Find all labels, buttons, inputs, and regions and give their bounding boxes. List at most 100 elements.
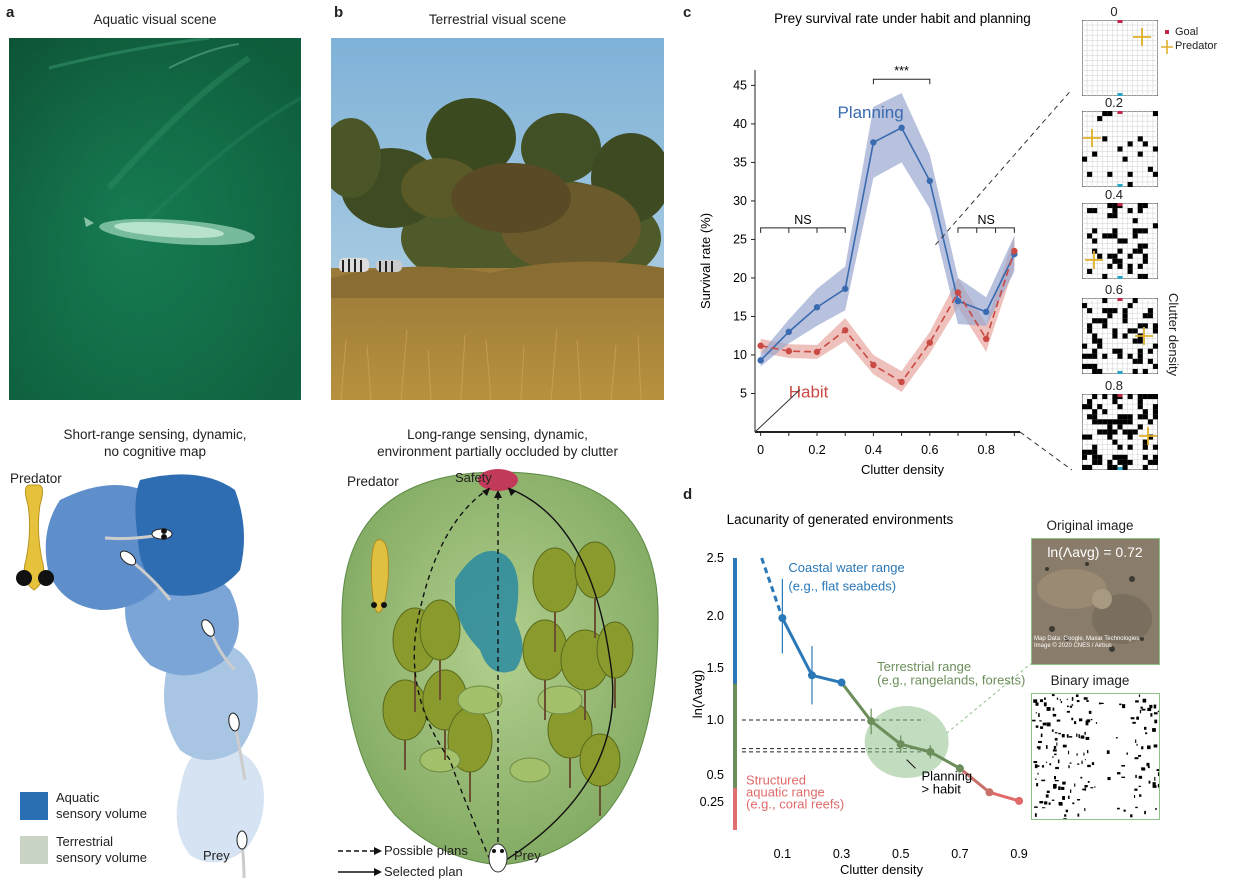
- x-tick-label: 0.6: [921, 443, 938, 457]
- possible-plans-label: Possible plans: [384, 843, 468, 858]
- lacunarity-segment: [842, 683, 872, 722]
- panel-a-caption: Short-range sensing, dynamic, no cogniti…: [9, 426, 301, 460]
- terrestrial-range-example: (e.g., rangelands, forests): [877, 673, 1025, 688]
- binary-speckle: [1147, 745, 1151, 749]
- clutter-cell: [1087, 414, 1092, 419]
- grid-density-label: 0: [1070, 4, 1158, 19]
- binary-speckle: [1067, 706, 1069, 707]
- clutter-cell: [1138, 152, 1143, 157]
- binary-speckle: [1149, 705, 1152, 708]
- clutter-cell: [1143, 141, 1148, 146]
- clutter-cell: [1133, 249, 1138, 254]
- binary-speckle: [1134, 795, 1135, 798]
- binary-speckle: [1137, 744, 1138, 746]
- binary-speckle: [1139, 776, 1142, 779]
- terrestrial-legend-swatch: [20, 836, 48, 864]
- clutter-cell: [1128, 445, 1133, 450]
- clutter-cell: [1143, 313, 1148, 318]
- connector-top: [935, 89, 1072, 245]
- binary-speckle: [1107, 777, 1110, 780]
- clutter-cell: [1092, 349, 1097, 354]
- binary-speckle: [1052, 800, 1055, 801]
- binary-speckle: [1052, 756, 1053, 758]
- binary-speckle: [1055, 738, 1058, 741]
- grid-legend-icons: [1160, 26, 1176, 56]
- original-image-value: ln(Λavg) = 0.72: [1036, 544, 1154, 560]
- original-image-credit: Map Data: Google, Maxar Technologies Ima…: [1034, 636, 1139, 650]
- binary-speckle: [1121, 765, 1125, 767]
- aquatic-legend-line2: sensory volume: [56, 806, 147, 822]
- aquatic-legend-text: Aquatic sensory volume: [56, 790, 147, 822]
- clutter-cell: [1107, 213, 1112, 218]
- binary-speckle: [1053, 785, 1056, 789]
- x-tick-label: 0.4: [865, 443, 882, 457]
- clutter-cell: [1102, 394, 1107, 399]
- point-planning: [842, 286, 848, 292]
- clutter-cell: [1138, 359, 1143, 364]
- clutter-cell: [1102, 429, 1107, 434]
- clutter-cell: [1143, 465, 1148, 470]
- clutter-cell: [1138, 354, 1143, 359]
- range-bar: [733, 788, 737, 830]
- binary-speckle: [1033, 699, 1037, 702]
- clutter-cell: [1092, 460, 1097, 465]
- clutter-cell: [1092, 354, 1097, 359]
- binary-speckle: [1135, 775, 1137, 778]
- clutter-cell: [1133, 359, 1138, 364]
- clutter-cell: [1087, 450, 1092, 455]
- binary-speckle: [1064, 814, 1066, 816]
- clutter-cell: [1097, 344, 1102, 349]
- clutter-cell: [1123, 465, 1128, 470]
- binary-speckle: [1135, 700, 1139, 702]
- clutter-cell: [1112, 465, 1117, 470]
- binary-speckle: [1096, 722, 1097, 724]
- binary-speckle: [1130, 814, 1132, 817]
- binary-speckle: [1091, 719, 1093, 720]
- clutter-cell: [1107, 419, 1112, 424]
- y-tick-label: 5: [740, 386, 747, 400]
- binary-speckle: [1067, 734, 1069, 738]
- binary-speckle: [1041, 734, 1043, 738]
- clutter-cell: [1117, 354, 1122, 359]
- panel-a-caption-line2: no cognitive map: [9, 443, 301, 460]
- binary-speckle: [1117, 808, 1120, 810]
- binary-speckle: [1056, 742, 1057, 745]
- dashed-extension: [762, 558, 783, 618]
- binary-speckle: [1038, 713, 1040, 717]
- binary-speckle: [1084, 808, 1085, 811]
- clutter-cell: [1153, 328, 1158, 333]
- goal-legend-label: Goal: [1175, 26, 1198, 38]
- binary-speckle: [1147, 708, 1151, 711]
- binary-speckle: [1080, 777, 1082, 779]
- goal-cell: [1117, 394, 1122, 397]
- binary-speckle: [1078, 734, 1079, 738]
- clutter-cell: [1153, 404, 1158, 409]
- clutter-cell: [1117, 264, 1122, 269]
- clutter-cell: [1097, 369, 1102, 374]
- clutter-cell: [1107, 424, 1112, 429]
- clutter-cell: [1128, 208, 1133, 213]
- goal-cell: [1117, 20, 1122, 23]
- clutter-cell: [1138, 136, 1143, 141]
- binary-speckle: [1046, 794, 1049, 797]
- clutter-cell: [1097, 404, 1102, 409]
- binary-speckle: [1070, 763, 1072, 764]
- binary-speckle: [1138, 755, 1141, 757]
- clutter-cell: [1087, 399, 1092, 404]
- binary-speckle: [1158, 784, 1159, 788]
- clutter-cell: [1138, 414, 1143, 419]
- x-axis-label: Clutter density: [861, 462, 945, 477]
- binary-speckle: [1122, 704, 1125, 708]
- clutter-cell: [1112, 213, 1117, 218]
- structured-range-example: (e.g., coral reefs): [746, 797, 844, 812]
- binary-speckle: [1157, 769, 1159, 771]
- binary-speckle: [1039, 801, 1043, 803]
- clutter-cell: [1112, 394, 1117, 399]
- binary-speckle: [1141, 767, 1145, 769]
- binary-speckle: [1158, 711, 1159, 712]
- y-tick-label: 1.0: [707, 713, 724, 727]
- clutter-cell: [1138, 424, 1143, 429]
- binary-speckle: [1068, 751, 1069, 754]
- clutter-cell: [1102, 419, 1107, 424]
- clutter-grid: [1082, 203, 1158, 279]
